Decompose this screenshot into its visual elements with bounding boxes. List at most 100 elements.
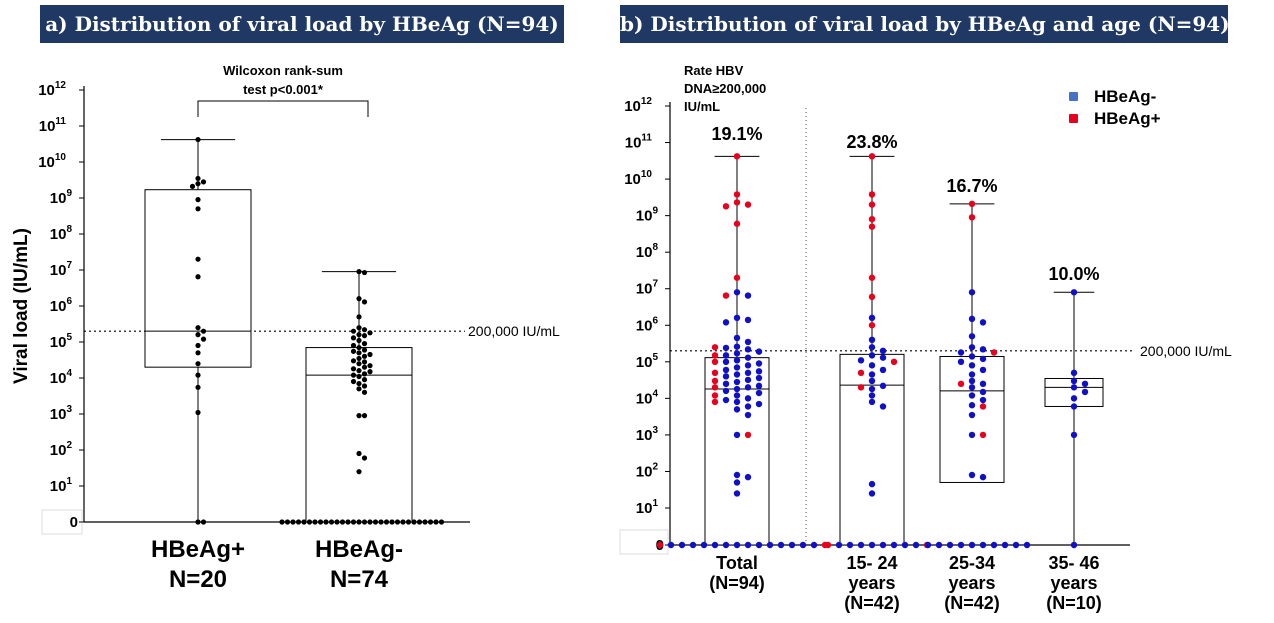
panel-b-cat-3-point [1070,377,1078,385]
y-axis-label: Viral load (IU/mL) [11,228,32,384]
panel-a-y-tick-label: 1010 [38,152,66,171]
panel-a-cat-1-point [345,519,351,525]
panel-b-cat-0-point [722,373,730,380]
panel-b-cat-2-point [990,349,998,356]
panel-a-cat-0-point [189,183,196,190]
panel-b-cat-1-point [857,357,865,364]
panel-b-cat-0-point [755,541,763,549]
panel-b-cat-0-point [711,377,719,385]
panel-a-cat-0-point [195,325,201,331]
panel-b-cat-0-point [711,398,719,406]
panel-a-title: a) Distribution of viral load by HBeAg (… [40,5,564,43]
panel-a-cat-1-point [279,519,285,525]
panel-b-cat-1-point [857,541,865,549]
panel-b-category-label: 35- 46 [1048,553,1099,573]
panel-b-cat-0-point [766,541,774,549]
panel-a-cat-1-point [356,325,362,331]
panel-b-category-label: (N=94) [709,573,765,593]
panel-b-cat-1-point [868,377,876,385]
panel-a-cat-1-point [361,269,368,276]
panel-a-cat-0-point [195,197,201,203]
panel-a-cat-1-point [356,344,362,351]
panel-b-cat-0-point [755,348,763,355]
panel-a-category-n: N=74 [330,566,389,593]
panel-b-category-label: (N=10) [1046,593,1102,613]
panel-b-cat-1-point [868,344,876,351]
panel-a-y-tick-label: 101 [50,476,73,495]
panel-b-cat-3-point [1070,541,1078,549]
panel-b-cat-0-point [744,292,752,299]
panel-b-reference-label: 200,000 IU/mL [1140,343,1232,359]
panel-b-cat-0-point [733,350,741,357]
panel-b-cat-0-point [722,344,730,352]
panel-b-cat-0-point [733,191,741,198]
panel-b-cat-1-point [879,347,887,355]
panel-b-cat-2-point [968,541,976,549]
annotation-line-1: Wilcoxon rank-sum [223,63,343,78]
panel-b-cat-0-point [744,201,752,208]
panel-a-cat-1-point [350,372,357,378]
rate-header-line: Rate HBV [684,63,744,78]
panel-a-cat-1-point [295,519,302,525]
panel-b-cat-0-point [733,274,741,281]
panel-b-cat-1-point [835,541,843,549]
panel-b-cat-1-point [868,385,876,393]
panel-b-title: b) Distribution of viral load by HBeAg a… [620,5,1230,43]
panel-b-cat-2-point [968,362,976,369]
panel-b-cat-3-point [1070,395,1078,402]
panel-b-cat-0-point [755,374,763,382]
panel-b-cat-2-point [979,396,987,404]
panel-b-cat-1-point [868,191,876,198]
panel-a-cat-1-point [361,371,368,377]
zero-label-box [41,509,83,535]
panel-a-cat-1-point [361,359,368,365]
panel-a-cat-1-point [350,328,357,334]
panel-b-cat-1-point [846,541,854,549]
panel-b-cat-2-point [957,380,965,388]
panel-a-cat-1-point [361,519,368,525]
panel-a-cat-1-point [306,519,313,525]
panel-b-y-tick-label: 105 [636,352,659,371]
panel-b-cat-1-point [868,153,876,160]
panel-a-cat-0-point [200,328,207,334]
panel-a-cat-1-point [356,314,362,320]
panel-a-cat-0-point [200,179,207,185]
panel-b-cat-3-point [1081,388,1089,396]
panel-a-cat-1-point [356,296,362,302]
panel-b-cat-0-point [755,389,763,397]
panel-a-y-tick-label: 107 [50,260,73,279]
panel-a-cat-1-point [350,366,357,372]
panel-b-cat-2-point [979,388,987,396]
panel-a-cat-1-point [411,519,417,525]
panel-b-cat-0-point [744,395,752,402]
panel-b-cat-0-point [733,398,741,406]
panel-b-cat-0-point [722,358,730,366]
panel-b-cat-0-point [733,289,741,296]
panel-b-cat-0-point [733,385,741,393]
panel-b-cat-0-point [733,431,741,439]
panel-b-cat-2-point [979,346,987,353]
panel-a-cat-1-point [422,519,428,525]
panel-b-cat-0-point [744,354,752,361]
panel-a-cat-1-point [356,368,362,374]
panel-a-cat-1-point [356,380,362,387]
panel-b-cat-0-point [755,382,763,390]
panel-b-cat-1-point [868,480,876,488]
panel-b-cat-0-point [711,392,719,399]
panel-a-cat-0-point [195,372,201,378]
panel-a-cat-1-point [328,519,335,525]
panel-b-cat-2-point [979,403,987,410]
panel-b-category-label: (N=42) [944,593,1000,613]
panel-a-cat-1-point [356,355,362,362]
panel-a-cat-1-point [356,337,362,344]
panel-b-cat-0-point [744,362,752,369]
panel-b-cat-0-point [733,334,741,342]
panel-a-y-tick-label: 108 [50,224,73,243]
panel-b-y-tick-label: 107 [636,279,659,298]
panel-a-cat-0-point [195,181,201,187]
panel-b-cat-1-point [868,362,876,369]
panel-b-cat-0-point [711,541,719,549]
panel-b-cat-1-point [868,314,876,322]
panel-b-cat-0-point [733,490,741,497]
panel-b-y-tick-label: 1012 [624,96,652,115]
